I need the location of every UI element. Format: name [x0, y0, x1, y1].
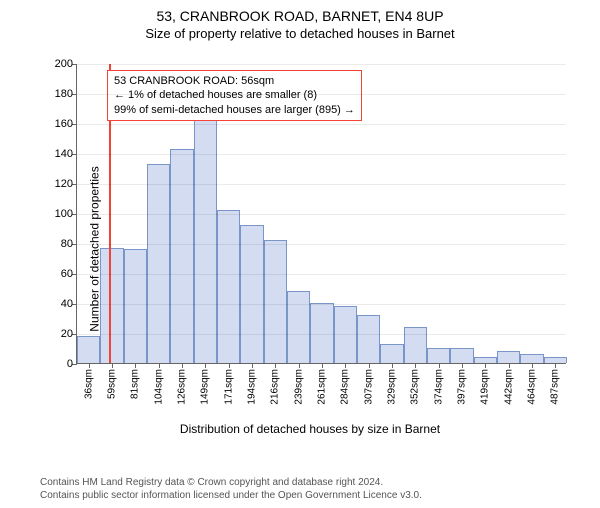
xtick-mark — [89, 363, 90, 368]
gridline — [77, 94, 566, 95]
ytick-label: 140 — [47, 148, 73, 160]
histogram-bar — [287, 291, 310, 363]
xtick-label: 419sqm — [480, 369, 491, 405]
gridline — [77, 214, 566, 215]
xtick-label: 194sqm — [247, 369, 258, 405]
ytick-label: 20 — [47, 328, 73, 340]
xtick-label: 329sqm — [387, 369, 398, 405]
histogram-bar — [520, 354, 543, 363]
xtick-mark — [252, 363, 253, 368]
histogram-bar — [427, 348, 450, 363]
xtick-mark — [415, 363, 416, 368]
histogram-bar — [357, 315, 380, 363]
x-axis-label: Distribution of detached houses by size … — [40, 422, 580, 436]
xtick-mark — [392, 363, 393, 368]
xtick-mark — [532, 363, 533, 368]
ytick-label: 120 — [47, 178, 73, 190]
xtick-label: 36sqm — [83, 369, 94, 399]
plot-area: 53 CRANBROOK ROAD: 56sqm← 1% of detached… — [76, 64, 566, 364]
gridline — [77, 184, 566, 185]
annotation-line: 99% of semi-detached houses are larger (… — [114, 103, 355, 117]
gridline — [77, 334, 566, 335]
ytick-label: 180 — [47, 88, 73, 100]
gridline — [77, 64, 566, 65]
histogram-bar — [380, 344, 403, 364]
footer-line-2: Contains public sector information licen… — [40, 490, 422, 503]
annotation-line: ← 1% of detached houses are smaller (8) — [114, 88, 355, 102]
xtick-mark — [112, 363, 113, 368]
xtick-mark — [159, 363, 160, 368]
xtick-mark — [439, 363, 440, 368]
xtick-label: 352sqm — [410, 369, 421, 405]
xtick-label: 59sqm — [107, 369, 118, 399]
xtick-mark — [322, 363, 323, 368]
histogram-bar — [264, 240, 287, 363]
xtick-label: 464sqm — [527, 369, 538, 405]
xtick-label: 149sqm — [200, 369, 211, 405]
ytick-label: 200 — [47, 58, 73, 70]
xtick-label: 397sqm — [457, 369, 468, 405]
xtick-label: 442sqm — [503, 369, 514, 405]
annotation-line: 53 CRANBROOK ROAD: 56sqm — [114, 74, 355, 88]
xtick-label: 487sqm — [550, 369, 561, 405]
histogram-bar — [170, 149, 193, 364]
footer-line-1: Contains HM Land Registry data © Crown c… — [40, 477, 422, 490]
xtick-label: 239sqm — [293, 369, 304, 405]
xtick-mark — [182, 363, 183, 368]
xtick-mark — [135, 363, 136, 368]
xtick-mark — [462, 363, 463, 368]
xtick-mark — [485, 363, 486, 368]
ytick-label: 40 — [47, 298, 73, 310]
histogram-bar — [217, 210, 240, 363]
xtick-label: 81sqm — [130, 369, 141, 399]
histogram-bar — [100, 248, 123, 364]
xtick-label: 307sqm — [363, 369, 374, 405]
histogram-bar — [497, 351, 520, 363]
gridline — [77, 304, 566, 305]
xtick-label: 261sqm — [317, 369, 328, 405]
histogram-bar — [450, 348, 473, 363]
histogram-bar — [310, 303, 333, 363]
histogram-bar — [77, 336, 100, 363]
ytick-label: 60 — [47, 268, 73, 280]
annotation-box: 53 CRANBROOK ROAD: 56sqm← 1% of detached… — [107, 70, 362, 121]
ytick-label: 0 — [47, 358, 73, 370]
page-title: 53, CRANBROOK ROAD, BARNET, EN4 8UP — [0, 8, 600, 24]
xtick-mark — [205, 363, 206, 368]
xtick-mark — [275, 363, 276, 368]
xtick-mark — [229, 363, 230, 368]
gridline — [77, 154, 566, 155]
ytick-label: 80 — [47, 238, 73, 250]
xtick-mark — [299, 363, 300, 368]
ytick-label: 160 — [47, 118, 73, 130]
xtick-label: 104sqm — [153, 369, 164, 405]
histogram-bar — [194, 119, 217, 364]
gridline — [77, 124, 566, 125]
xtick-label: 374sqm — [433, 369, 444, 405]
gridline — [77, 244, 566, 245]
ytick-label: 100 — [47, 208, 73, 220]
xtick-label: 171sqm — [223, 369, 234, 405]
xtick-mark — [345, 363, 346, 368]
histogram-bar — [240, 225, 263, 363]
histogram-bar — [404, 327, 427, 363]
xtick-label: 126sqm — [177, 369, 188, 405]
page-subtitle: Size of property relative to detached ho… — [0, 26, 600, 41]
xtick-mark — [555, 363, 556, 368]
xtick-label: 284sqm — [340, 369, 351, 405]
histogram-bar — [124, 249, 147, 363]
footer-attribution: Contains HM Land Registry data © Crown c… — [40, 477, 422, 502]
xtick-mark — [369, 363, 370, 368]
gridline — [77, 274, 566, 275]
chart-container: Number of detached properties 53 CRANBRO… — [40, 64, 580, 434]
xtick-mark — [509, 363, 510, 368]
xtick-label: 216sqm — [270, 369, 281, 405]
